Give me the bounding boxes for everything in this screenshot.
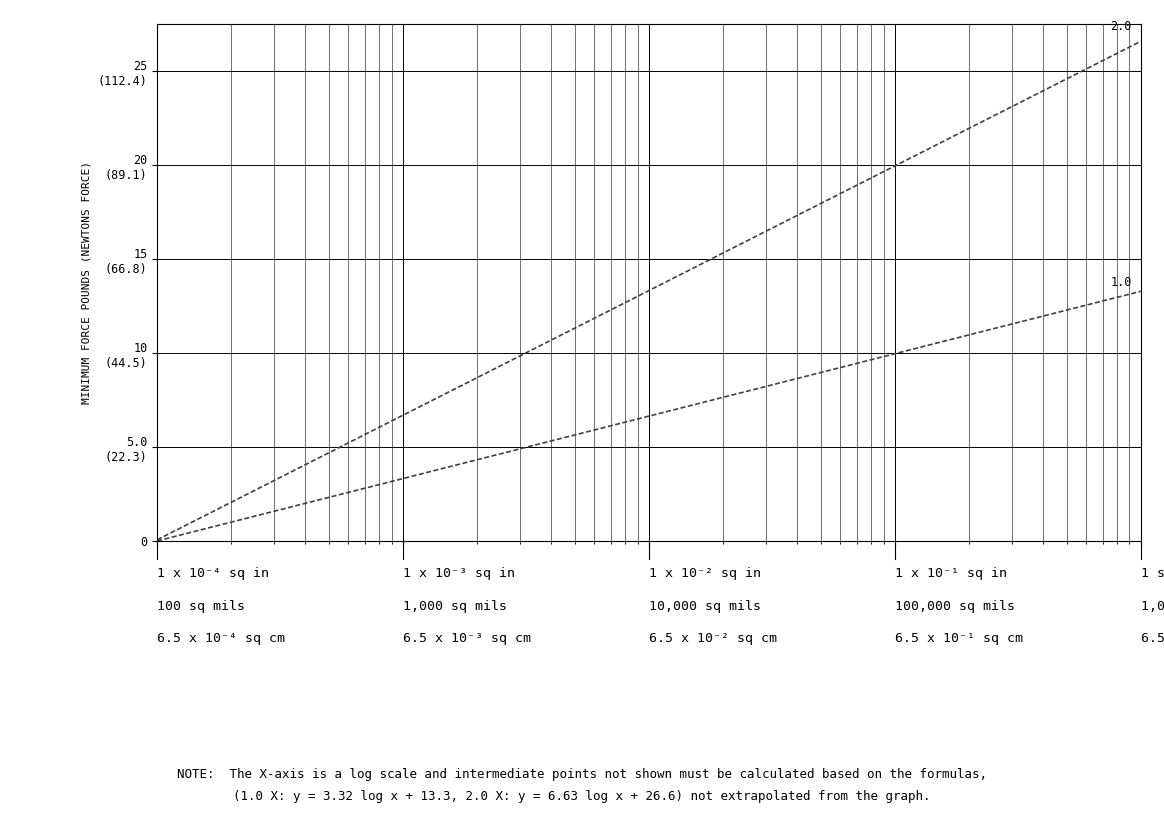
Text: 6.5 x 10⁻⁴ sq cm: 6.5 x 10⁻⁴ sq cm (157, 632, 285, 646)
Text: 1 x 10⁻⁴ sq in: 1 x 10⁻⁴ sq in (157, 567, 269, 580)
Text: 1.0: 1.0 (1110, 276, 1131, 289)
Text: 6.5 x 10⁻¹ sq cm: 6.5 x 10⁻¹ sq cm (895, 632, 1023, 646)
Text: 1 x 10⁻¹ sq in: 1 x 10⁻¹ sq in (895, 567, 1007, 580)
Text: (1.0 X: y = 3.32 log x + 13.3, 2.0 X: y = 6.63 log x + 26.6) not extrapolated fr: (1.0 X: y = 3.32 log x + 13.3, 2.0 X: y … (233, 790, 931, 803)
Y-axis label: MINIMUM FORCE POUNDS (NEWTONS FORCE): MINIMUM FORCE POUNDS (NEWTONS FORCE) (81, 161, 92, 405)
Text: 2.0: 2.0 (1110, 20, 1131, 33)
Text: NOTE:  The X-axis is a log scale and intermediate points not shown must be calcu: NOTE: The X-axis is a log scale and inte… (177, 768, 987, 781)
Text: 1 x 10⁻² sq in: 1 x 10⁻² sq in (650, 567, 761, 580)
Text: 100 sq mils: 100 sq mils (157, 600, 246, 613)
Text: 1,000,000 sq mils: 1,000,000 sq mils (1141, 600, 1164, 613)
Text: 1 x 10⁻³ sq in: 1 x 10⁻³ sq in (403, 567, 514, 580)
Text: 100,000 sq mils: 100,000 sq mils (895, 600, 1015, 613)
Text: 1,000 sq mils: 1,000 sq mils (403, 600, 508, 613)
Text: 10,000 sq mils: 10,000 sq mils (650, 600, 761, 613)
Text: 6.5 x 10⁻³ sq cm: 6.5 x 10⁻³ sq cm (403, 632, 531, 646)
Text: 6.5 sq cm: 6.5 sq cm (1141, 632, 1164, 646)
Text: 1 sq in: 1 sq in (1141, 567, 1164, 580)
Text: 6.5 x 10⁻² sq cm: 6.5 x 10⁻² sq cm (650, 632, 776, 646)
